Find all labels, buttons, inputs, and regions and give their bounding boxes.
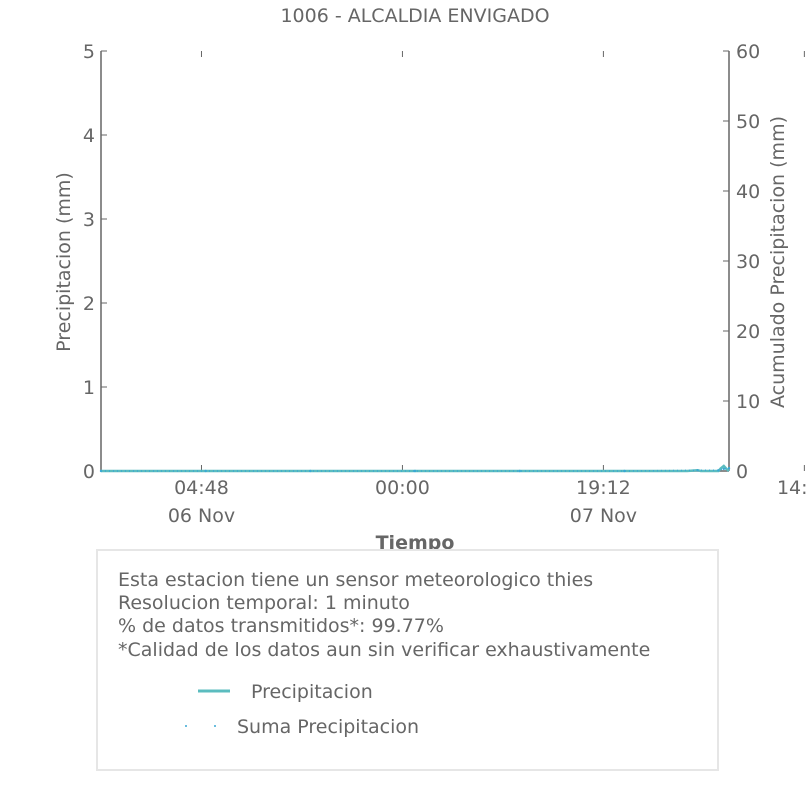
y-axis-label-right: Acumulado Precipitacion (mm) <box>767 116 789 408</box>
y-left-tick-label: 5 <box>83 41 95 63</box>
legend-suma-swatch <box>185 725 216 727</box>
series-point-suma <box>623 469 626 473</box>
legend-precipitacion-label: Precipitacion <box>251 681 373 703</box>
series-point-suma <box>204 469 207 473</box>
x-date-label: 06 Nov <box>168 505 235 527</box>
y-right-tick-label: 60 <box>736 41 760 63</box>
y-right-tick-label: 50 <box>736 111 760 133</box>
y-right-tick-label: 10 <box>736 391 760 413</box>
x-tick-label: 00:00 <box>375 477 430 499</box>
series-point-suma <box>717 469 720 472</box>
y-left-tick-label: 1 <box>83 377 95 399</box>
axes: 012345010203040506004:4800:0019:1214:240… <box>83 41 806 527</box>
y-right-tick-label: 0 <box>736 461 748 483</box>
series-point-suma <box>727 467 731 470</box>
series-point-suma <box>99 469 103 473</box>
y-left-tick-label: 0 <box>83 461 95 483</box>
y-right-tick-label: 40 <box>736 181 760 203</box>
x-axis-label: Tiempo <box>376 532 455 554</box>
x-tick-label: 19:12 <box>576 477 631 499</box>
legend-precipitacion-swatch <box>198 689 230 693</box>
x-date-label: 07 Nov <box>570 505 637 527</box>
y-right-tick-label: 20 <box>736 321 760 343</box>
y-axis-label-left: Precipitacion (mm) <box>53 172 75 352</box>
y-left-tick-label: 4 <box>83 125 95 147</box>
series-point-suma <box>413 469 417 473</box>
info-box: Esta estacion tiene un sensor meteorolog… <box>96 549 719 771</box>
y-left-tick-label: 2 <box>83 293 95 315</box>
series-point-suma <box>309 469 312 473</box>
info-resolution: Resolucion temporal: 1 minuto <box>118 592 410 614</box>
y-left-tick-label: 3 <box>83 209 95 231</box>
info-sensor: Esta estacion tiene un sensor meteorolog… <box>118 569 594 591</box>
series-layer <box>99 464 731 473</box>
x-tick-label: 04:48 <box>174 477 229 499</box>
x-tick-label: 14:24 <box>777 477 806 499</box>
chart-title: 1006 - ALCALDIA ENVIGADO <box>280 5 549 27</box>
legend-suma-label: Suma Precipitacion <box>237 716 420 738</box>
series-line-suma-precipitacion <box>101 467 730 472</box>
series-point-suma <box>518 469 521 473</box>
y-right-tick-label: 30 <box>736 251 760 273</box>
series-point-suma <box>722 467 725 471</box>
info-quality-note: *Calidad de los datos aun sin verificar … <box>118 639 651 661</box>
series-point-suma <box>696 469 699 472</box>
info-transmitted: % de datos transmitidos*: 99.77% <box>118 615 444 637</box>
